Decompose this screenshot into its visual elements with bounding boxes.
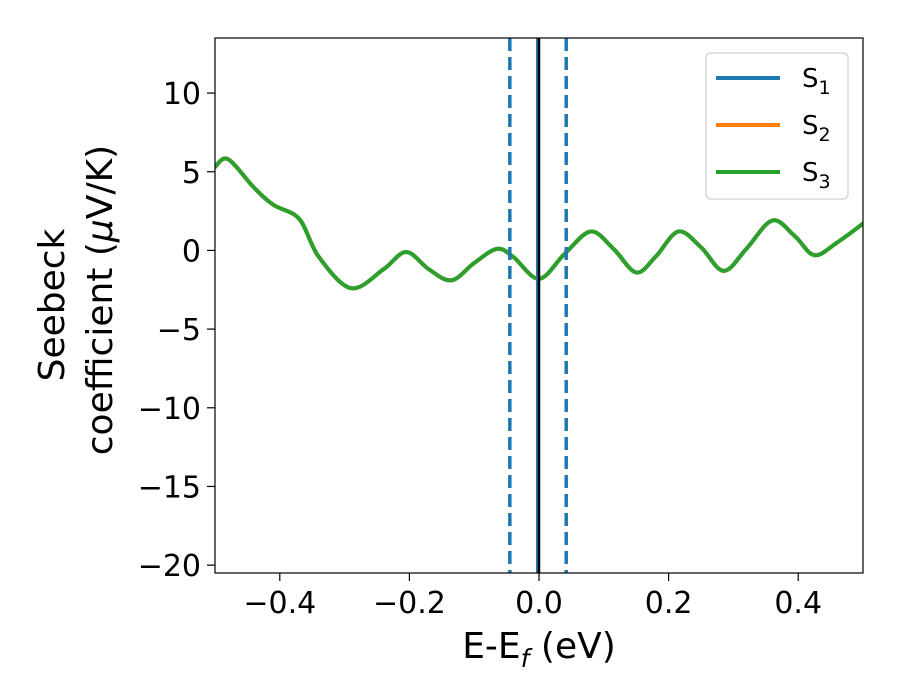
legend-label-s2: S2 (802, 111, 831, 146)
x-tick-label: 0.4 (774, 586, 822, 621)
legend: S1 S2 S3 (705, 52, 849, 200)
y-tick-label: 5 (182, 156, 201, 191)
y-axis-label-mu: μ (80, 219, 121, 243)
x-tick-label: 0.2 (645, 586, 693, 621)
legend-label-s3: S3 (802, 158, 831, 193)
x-tick-label: −0.2 (373, 586, 446, 621)
y-axis-label-line1: Seebeck (32, 228, 73, 381)
x-tick-label: −0.4 (243, 586, 316, 621)
y-tick-label: −10 (138, 392, 201, 427)
y-tick-label: 0 (182, 234, 201, 269)
y-tick-label: 10 (163, 77, 201, 112)
x-axis-label-unit: (eV) (529, 626, 615, 667)
y-tick-label: −15 (138, 470, 201, 505)
legend-label-s1: S1 (802, 64, 831, 99)
y-tick-label: −20 (138, 549, 201, 584)
x-tick-label: 0.0 (515, 586, 563, 621)
y-tick-label: −5 (157, 313, 201, 348)
y-axis-label-line2: coefficient (μV/K) (80, 145, 121, 455)
x-axis-label: E-Ef (eV) (462, 626, 616, 673)
